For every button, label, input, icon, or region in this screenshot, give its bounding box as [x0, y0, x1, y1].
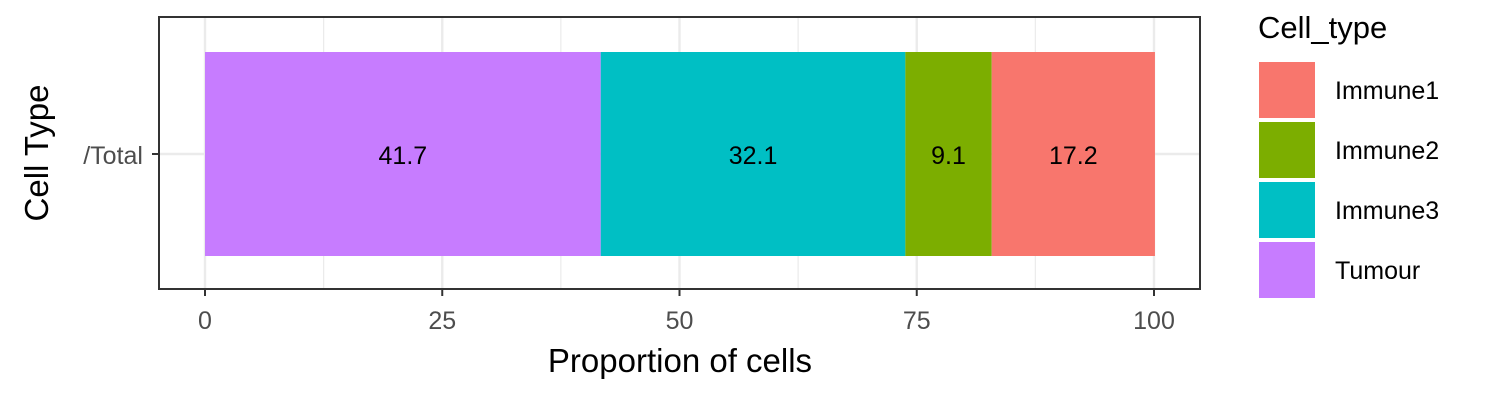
bar-segment-tumour: [205, 52, 601, 256]
bar-value-label: 41.7: [379, 142, 428, 170]
legend-key-immune1: [1259, 62, 1315, 118]
x-tick-label: 25: [428, 307, 456, 335]
bar-value-label: 17.2: [1049, 142, 1098, 170]
legend-label: Immune2: [1335, 137, 1439, 165]
bar-value-label: 32.1: [729, 142, 778, 170]
bar-segments: [205, 52, 1155, 256]
y-tick-label: /Total: [83, 142, 143, 170]
x-tick-label: 50: [666, 307, 694, 335]
legend-label: Tumour: [1335, 257, 1420, 285]
x-tick-label: 100: [1133, 307, 1175, 335]
legend-key-immune3: [1259, 182, 1315, 238]
bar-value-label: 9.1: [931, 142, 966, 170]
legend-title: Cell_type: [1258, 10, 1387, 45]
bar-segment-immune1: [991, 52, 1155, 256]
bar-segment-immune2: [905, 52, 992, 256]
legend-key-tumour: [1259, 242, 1315, 298]
x-axis-title: Proportion of cells: [548, 342, 812, 379]
x-tick-label: 75: [903, 307, 931, 335]
legend-key-immune2: [1259, 122, 1315, 178]
legend-label: Immune1: [1335, 77, 1439, 105]
y-axis-title: Cell Type: [18, 85, 55, 222]
bar-segment-immune3: [600, 52, 906, 256]
x-axis-ticks: 0 25 50 75 100: [198, 289, 1175, 335]
y-axis-ticks: /Total: [83, 142, 159, 170]
bar-value-labels: 41.7 32.1 9.1 17.2: [379, 142, 1098, 170]
legend: Immune1 Immune2 Immune3 Tumour: [1259, 62, 1439, 298]
x-tick-label: 0: [198, 307, 212, 335]
legend-label: Immune3: [1335, 197, 1439, 225]
